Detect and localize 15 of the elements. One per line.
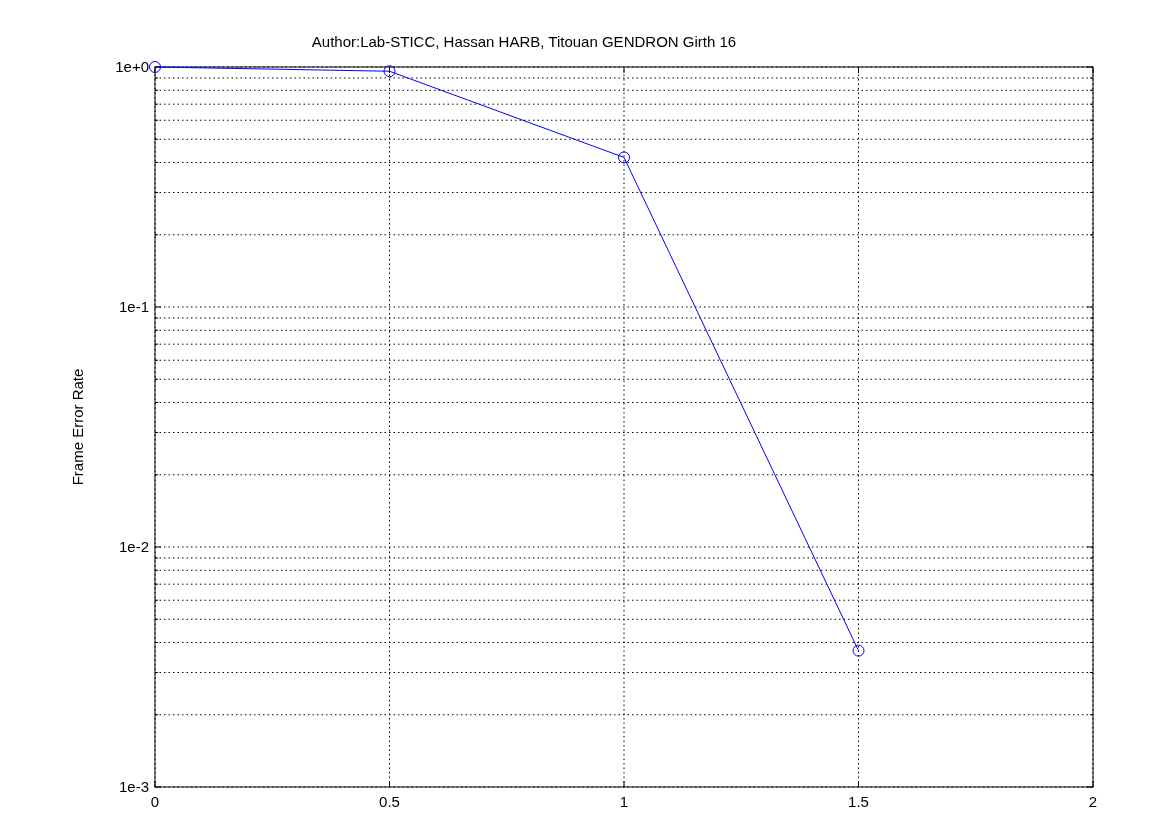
x-tick-label: 1: [619, 793, 629, 810]
y-tick-label: 1e+0: [115, 58, 149, 76]
x-tick-label: 0.5: [379, 793, 400, 810]
y-tick-label: 1e-2: [118, 538, 149, 556]
point: [149, 61, 161, 73]
y-tick-label: 1e-1: [118, 298, 149, 316]
point: [383, 65, 396, 78]
x-tick-label: 1.5: [848, 793, 869, 810]
x-tick-label: 2: [1088, 793, 1098, 810]
chart-title: Author:Lab-STICC, Hassan HARB, Titouan GENDRON Girth 16: [311, 33, 737, 50]
y-axis-title: Frame Error Rate: [69, 368, 86, 486]
point: [852, 644, 865, 657]
y-tick-label: 1e-3: [118, 778, 149, 796]
point: [618, 151, 630, 164]
x-tick-label: 0: [150, 793, 160, 810]
